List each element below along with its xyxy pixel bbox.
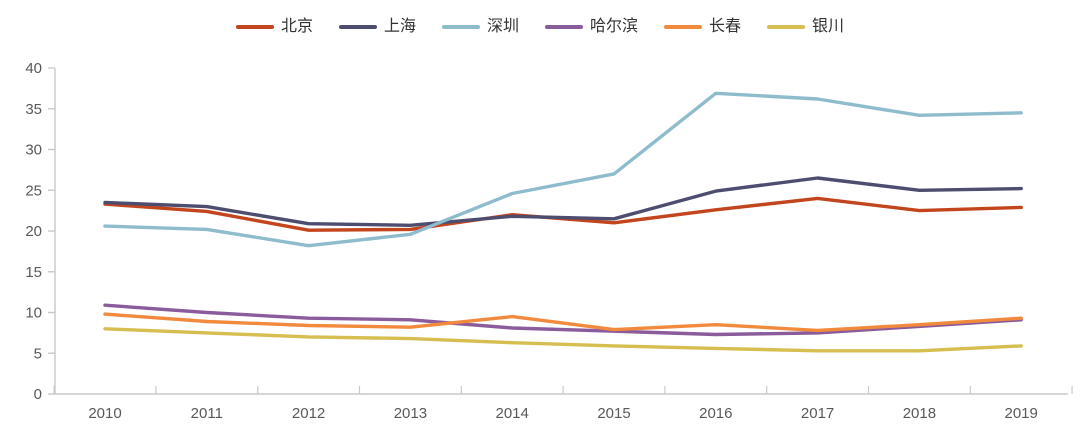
legend-line-swatch: [235, 25, 274, 29]
y-tick-label: 5: [34, 345, 42, 362]
y-tick-label: 0: [34, 386, 42, 403]
legend-label: 北京: [280, 18, 313, 35]
x-tick-label: 2014: [496, 405, 529, 422]
y-tick-label: 30: [25, 142, 42, 159]
legend-label: 深圳: [486, 18, 519, 35]
legend-line-swatch: [441, 25, 480, 29]
legend-line-swatch: [338, 25, 377, 29]
x-tick-label: 2010: [88, 405, 121, 422]
x-tick-label: 2018: [903, 405, 936, 422]
chart-legend: 北京 上海 深圳 哈尔滨 长春 银川: [0, 16, 1080, 38]
x-tick-label: 2013: [394, 405, 427, 422]
legend-item-5[interactable]: 银川: [767, 19, 844, 35]
series-line-4: [103, 312, 1023, 333]
x-tick-label: 2016: [699, 405, 732, 422]
x-tick-label: 2011: [191, 405, 223, 422]
y-tick-label: 20: [25, 223, 42, 240]
y-tick-label: 40: [25, 60, 42, 77]
legend-label: 银川: [812, 18, 845, 35]
legend-line-swatch: [664, 25, 703, 29]
legend-item-4[interactable]: 长春: [664, 19, 741, 35]
x-tick-label: 2019: [1005, 405, 1038, 422]
x-tick-label: 2015: [597, 405, 630, 422]
series-line-3: [103, 303, 1023, 337]
legend-label: 长春: [709, 18, 742, 35]
legend-item-2[interactable]: 深圳: [441, 18, 519, 35]
legend-item-1[interactable]: 上海: [338, 18, 416, 35]
series-line-5: [103, 327, 1023, 353]
y-tick-label: 25: [25, 182, 42, 199]
legend-label: 上海: [383, 18, 416, 35]
series-line-2: [103, 91, 1023, 248]
legend-item-3[interactable]: 哈尔滨: [545, 19, 638, 35]
y-tick-label: 10: [25, 305, 42, 322]
x-tick-label: 2017: [801, 405, 834, 422]
y-tick-label: 35: [25, 101, 42, 118]
legend-label: 哈尔滨: [590, 18, 639, 35]
legend-line-swatch: [545, 25, 583, 29]
legend-line-swatch: [767, 25, 806, 29]
y-tick-label: 15: [25, 264, 42, 281]
series-line-1: [103, 176, 1023, 228]
x-tick-label: 2012: [292, 405, 325, 422]
legend-item-0[interactable]: 北京: [235, 18, 313, 35]
